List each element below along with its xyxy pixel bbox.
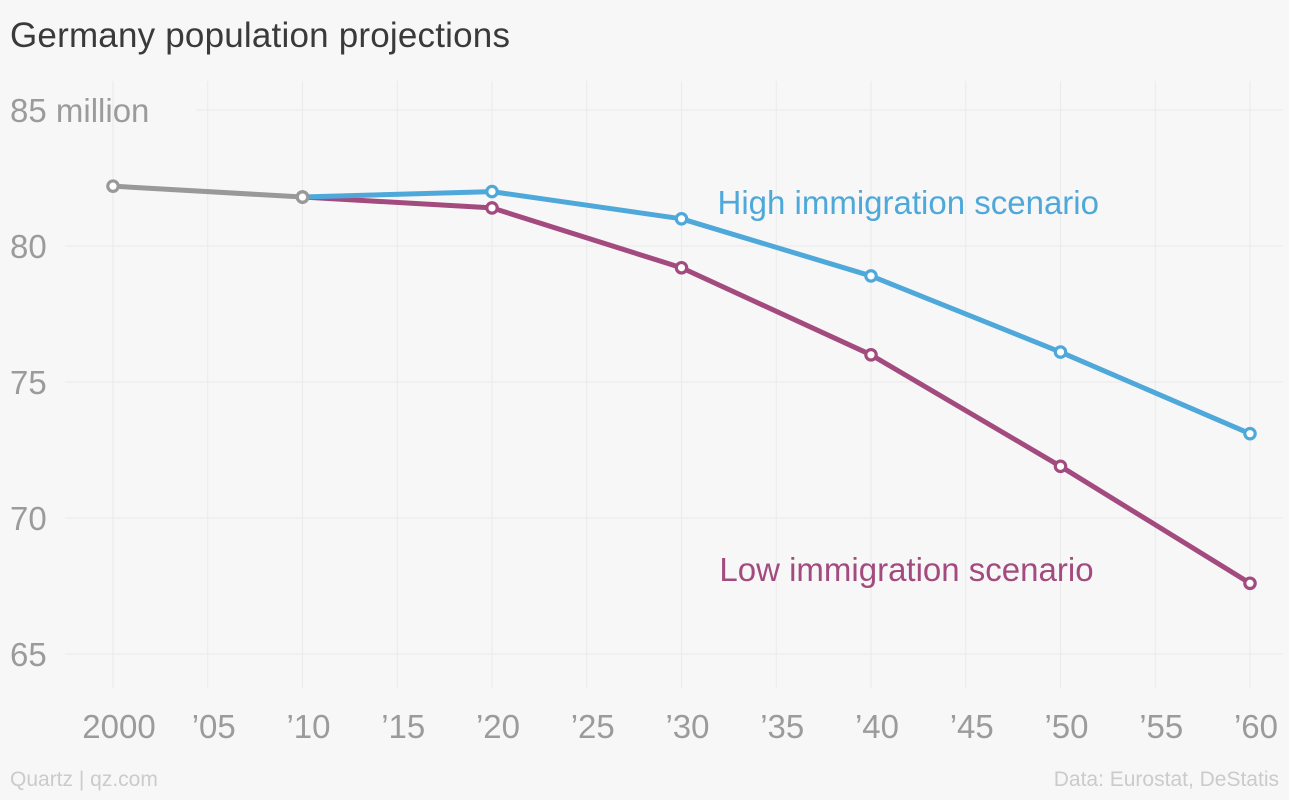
y-tick-label: 75 — [10, 364, 47, 401]
x-tick-label: 2000 — [82, 708, 155, 745]
data-point-high-immigration-scenario — [485, 184, 499, 199]
x-tick-label: ’30 — [665, 708, 709, 745]
data-point-low-immigration-scenario — [674, 260, 689, 275]
series-line-high-immigration-scenario — [300, 189, 1253, 437]
x-tick-label: ’40 — [855, 708, 899, 745]
data-point-low-immigration-scenario — [485, 201, 499, 215]
x-tick-label: ’35 — [760, 708, 804, 745]
x-tick-label: ’45 — [950, 708, 994, 745]
footer-source: Data: Eurostat, DeStatis — [1053, 768, 1279, 791]
data-point-high-immigration-scenario — [1243, 426, 1257, 441]
x-tick-label: ’10 — [286, 708, 330, 745]
data-point-low-immigration-scenario — [1243, 576, 1257, 591]
data-point-low-immigration-scenario — [864, 347, 878, 362]
data-point-high-immigration-scenario — [1053, 345, 1068, 359]
chart-title: Germany population projections — [10, 16, 511, 55]
series-line-low-immigration-scenario — [300, 194, 1253, 586]
series-line-historical — [110, 183, 305, 200]
x-tick-label: ’05 — [192, 708, 236, 745]
series-annotation-low-immigration-scenario: Low immigration scenario — [719, 551, 1093, 588]
x-tick-label: ’55 — [1139, 708, 1183, 745]
y-tick-label: 80 — [10, 228, 47, 265]
x-tick-label: ’15 — [381, 708, 425, 745]
data-point-low-immigration-scenario — [1053, 459, 1068, 474]
x-tick-label: ’50 — [1044, 708, 1088, 745]
y-tick-label: 85 million — [10, 92, 149, 129]
series-annotation-high-immigration-scenario: High immigration scenario — [718, 184, 1099, 221]
data-point-high-immigration-scenario — [864, 269, 878, 283]
y-tick-label: 65 — [10, 636, 47, 673]
footer-credit: Quartz | qz.com — [10, 768, 158, 791]
x-tick-label: ’60 — [1234, 708, 1278, 745]
y-tick-label: 70 — [10, 500, 47, 537]
data-point-historical — [106, 179, 120, 193]
x-tick-label: ’20 — [476, 708, 520, 745]
data-point-historical — [295, 190, 310, 204]
x-tick-label: ’25 — [571, 708, 615, 745]
chart-footer: Quartz | qz.com Data: Eurostat, DeStatis — [10, 768, 1279, 792]
data-point-high-immigration-scenario — [674, 212, 689, 226]
